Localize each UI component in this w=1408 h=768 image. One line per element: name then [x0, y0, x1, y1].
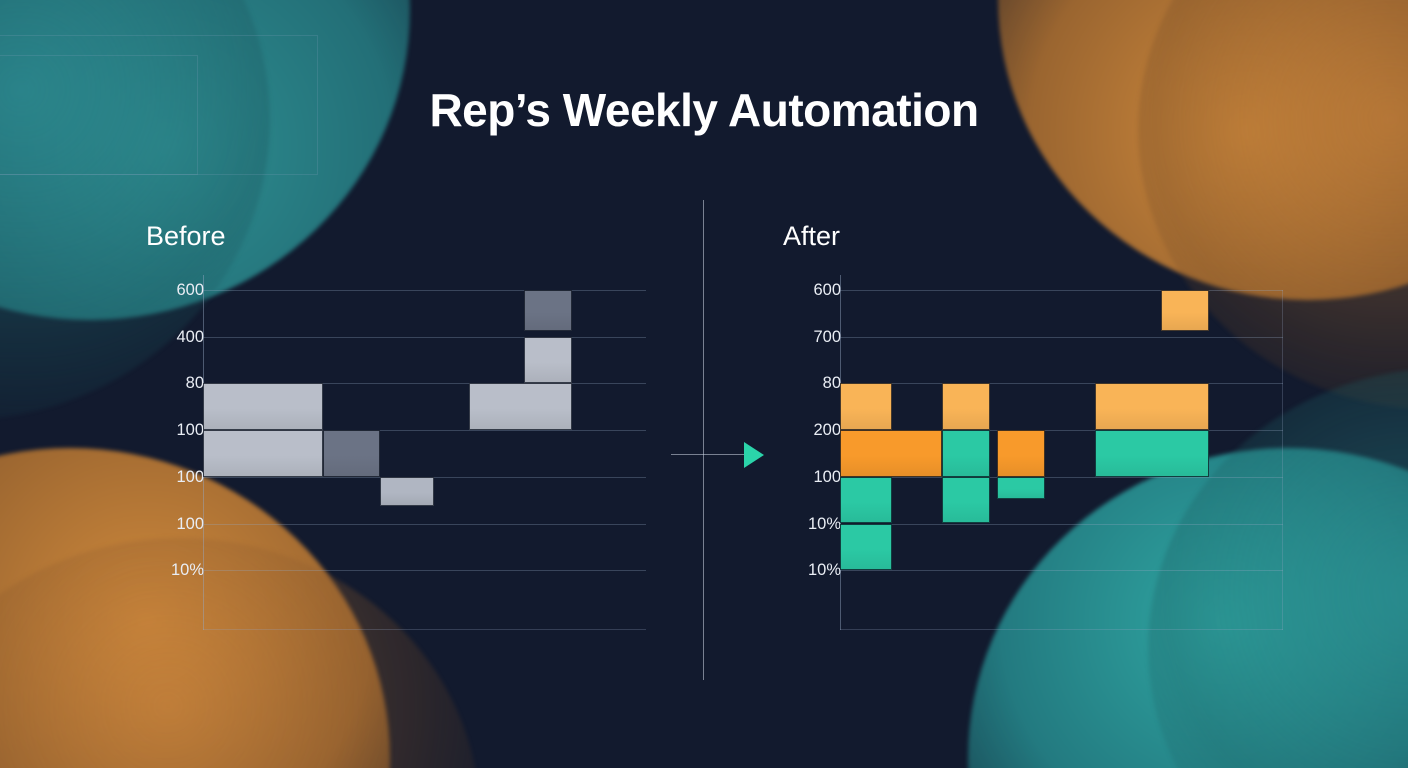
y-axis-tick-label: 700 [813, 327, 841, 346]
panel-label-after: After [783, 221, 841, 251]
plot-bottom-frame-after [840, 629, 1283, 630]
y-axis-tick-label: 100 [176, 514, 204, 533]
bar-segment [840, 476, 892, 524]
grid-line [840, 523, 1283, 525]
panel-divider [703, 200, 704, 680]
bar-segment [524, 290, 573, 332]
y-axis-tick-label: 80 [822, 374, 841, 393]
y-axis-tick-label: 10% [807, 561, 841, 580]
grid-line [203, 290, 646, 291]
grid-line [203, 383, 646, 385]
bar-segment [203, 383, 323, 431]
bar-segment [380, 476, 435, 506]
transition-arrow-line [671, 454, 747, 455]
y-axis-tick-label: 100 [176, 421, 204, 440]
plot-right-frame-after [1282, 290, 1283, 630]
panel-label-before: Before [146, 221, 226, 251]
bar-segment [996, 476, 1045, 500]
y-axis-labels-before: 600 400 80 100 100 100 10% [146, 265, 204, 630]
bar-segment [840, 523, 892, 571]
y-axis-tick-label: 10% [807, 514, 841, 533]
plot-bottom-frame-before [203, 629, 646, 630]
bar-segment [941, 476, 990, 524]
chart-after: 600 700 80 200 100 10% 10% [783, 265, 1283, 630]
y-axis-tick-label: 200 [813, 421, 841, 440]
y-axis-labels-after: 600 700 80 200 100 10% 10% [783, 265, 841, 630]
bar-segment [1094, 383, 1210, 431]
y-axis-tick-label: 100 [813, 467, 841, 486]
hairline-rect-bottom-left [0, 55, 198, 175]
bar-segment [203, 430, 323, 477]
plot-area-before [203, 265, 646, 630]
arrow-right-icon [744, 442, 764, 468]
grid-line [203, 570, 646, 572]
grid-line [840, 290, 1283, 291]
y-axis-tick-label: 600 [813, 281, 841, 299]
grid-line [203, 523, 646, 525]
page-title: Rep’s Weekly Automation [429, 84, 979, 136]
grid-line [840, 430, 1283, 432]
grid-line [840, 570, 1283, 572]
grid-line [840, 476, 1283, 478]
bar-segment [840, 383, 892, 431]
grid-line [203, 336, 646, 338]
hairline-rect-bottom-right [0, 35, 318, 175]
bar-segment [941, 383, 990, 431]
bar-segment [524, 336, 573, 384]
grid-line [840, 383, 1283, 385]
y-axis-tick-label: 600 [176, 281, 204, 299]
plot-area-after [840, 265, 1283, 630]
y-axis-tick-label: 100 [176, 467, 204, 486]
chart-before: 600 400 80 100 100 100 10% [146, 265, 646, 630]
grid-line [840, 336, 1283, 338]
grid-line [203, 430, 646, 432]
y-axis-tick-label: 10% [170, 561, 204, 580]
bar-segment [1094, 430, 1210, 477]
bar-segment [322, 430, 381, 477]
y-axis-tick-label: 400 [176, 327, 204, 346]
bar-segment [840, 430, 942, 477]
bar-segment [996, 430, 1045, 477]
bar-segment [941, 430, 990, 477]
bar-segment [1161, 290, 1210, 332]
y-axis-tick-label: 80 [185, 374, 204, 393]
bar-segment [468, 383, 573, 431]
